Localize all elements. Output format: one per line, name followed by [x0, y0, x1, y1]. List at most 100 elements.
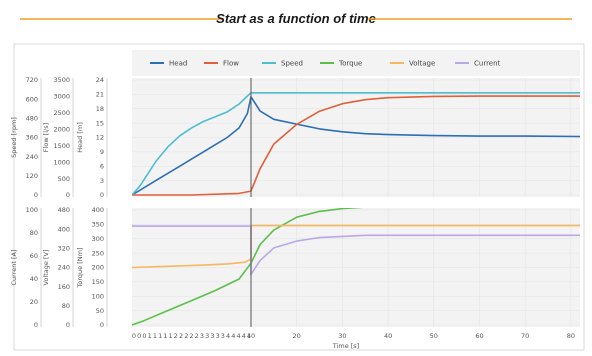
y-tick-label: 2000 [53, 125, 70, 133]
x-tick-label-startup: 4 [247, 332, 251, 340]
x-tick-label-startup: 3 [210, 332, 214, 340]
x-tick-label-startup: 4 [242, 332, 246, 340]
y-tick-label: 50 [96, 307, 104, 315]
y-tick-label: 100 [92, 292, 104, 300]
series-line-torque [132, 208, 364, 326]
series-line-speed [132, 92, 580, 196]
legend-label-torque: Torque [338, 60, 362, 68]
y-axis-torque: Torque [Nm] 400 350 300 250 200 150 100 50 0 [76, 206, 108, 329]
x-axis-label: Time [s] [332, 342, 359, 350]
y-axis-current: Current [A] 100 80 60 40 20 0 [10, 206, 42, 329]
y-tick-label: 60 [30, 252, 38, 260]
y-tick-label: 0 [100, 321, 104, 329]
chart-title: Start as a function of time [216, 11, 376, 26]
x-tick-label-startup: 4 [236, 332, 240, 340]
legend-label-voltage: Voltage [409, 60, 435, 68]
legend: Head Flow Speed Torque Voltage Current [150, 60, 501, 68]
y-tick-label: 0 [66, 191, 70, 199]
y-tick-label: 40 [30, 275, 38, 283]
x-axis: 0 0 0 1 1 1 1 1 2 2 2 2 2 3 3 3 3 3 4 4 4 4 410 20 30 40 50 60 70 80 [132, 332, 575, 340]
y-tick-label: 300 [92, 235, 104, 243]
legend-label-speed: Speed [281, 60, 303, 68]
x-tick-label: 40 [384, 332, 392, 340]
y-tick-label: 3000 [53, 93, 70, 101]
y-tick-label: 240 [26, 153, 38, 161]
x-tick-label-startup: 1 [158, 332, 162, 340]
y-axis-head: Head [m] 24 21 18 15 12 9 6 3 0 [76, 76, 108, 199]
y-tick-label: 350 [92, 221, 104, 229]
y-axis-label-voltage: Voltage [V] [42, 250, 50, 286]
y-tick-label: 21 [96, 91, 104, 99]
y-tick-label: 200 [92, 264, 104, 272]
y-axis-speed: Speed [rpm] 720 600 480 360 240 120 0 [10, 76, 42, 199]
x-tick-label-startup: 0 [142, 332, 146, 340]
x-tick-label-startup: 2 [195, 332, 199, 340]
x-tick-label-startup: 1 [148, 332, 152, 340]
x-tick-label: 70 [521, 332, 529, 340]
x-tick-label-startup: 0 [132, 332, 136, 340]
x-tick-label-startup: 3 [221, 332, 225, 340]
x-tick-label: 10 [247, 332, 255, 340]
y-tick-label: 1000 [53, 158, 70, 166]
gridlines [132, 78, 580, 327]
x-tick-label-startup: 2 [184, 332, 188, 340]
y-tick-label: 360 [26, 134, 38, 142]
y-tick-label: 720 [26, 76, 38, 84]
y-tick-label: 9 [100, 148, 104, 156]
x-tick-label: 30 [338, 332, 346, 340]
x-tick-label-startup: 1 [169, 332, 173, 340]
x-tick-label-startup: 3 [200, 332, 204, 340]
y-tick-label: 500 [58, 175, 70, 183]
y-tick-label: 0 [100, 191, 104, 199]
y-axis-label-head: Head [m] [76, 122, 84, 152]
y-tick-label: 12 [96, 134, 104, 142]
y-tick-label: 20 [30, 298, 38, 306]
y-tick-label: 400 [58, 225, 70, 233]
x-tick-label: 60 [475, 332, 483, 340]
y-tick-label: 600 [26, 95, 38, 103]
y-tick-label: 480 [26, 115, 38, 123]
x-tick-label: 20 [293, 332, 301, 340]
y-tick-label: 1500 [53, 142, 70, 150]
y-tick-label: 120 [26, 172, 38, 180]
y-tick-label: 150 [92, 278, 104, 286]
y-tick-label: 2500 [53, 109, 70, 117]
y-tick-label: 100 [26, 206, 38, 214]
legend-label-head: Head [169, 60, 187, 68]
y-tick-label: 160 [58, 283, 70, 291]
y-tick-label: 15 [96, 119, 104, 127]
y-tick-label: 0 [66, 321, 70, 329]
x-tick-label-startup: 2 [179, 332, 183, 340]
y-axis-label-current: Current [A] [10, 250, 18, 286]
x-tick-label-startup: 4 [226, 332, 230, 340]
x-tick-label-startup: 2 [189, 332, 193, 340]
y-axis-label-flow: Flow [l/s] [42, 123, 50, 152]
y-tick-label: 80 [62, 302, 70, 310]
x-tick-label-startup: 1 [153, 332, 157, 340]
y-axis-flow: Flow [l/s] 3500 3000 2500 2000 1500 1000 500 0 [42, 76, 74, 199]
y-tick-label: 250 [92, 249, 104, 257]
y-tick-label: 480 [58, 206, 70, 214]
x-tick-label-startup: 1 [163, 332, 167, 340]
y-tick-label: 320 [58, 245, 70, 253]
x-tick-label-startup: 2 [174, 332, 178, 340]
x-tick-label: 80 [567, 332, 575, 340]
x-tick-label-startup: 4 [231, 332, 235, 340]
legend-label-current: Current [474, 60, 501, 68]
legend-label-flow: Flow [223, 60, 239, 68]
y-tick-label: 0 [34, 191, 38, 199]
y-tick-label: 3 [100, 177, 104, 185]
series-line-flow [132, 95, 580, 196]
x-tick-label: 50 [430, 332, 438, 340]
y-axis-label-torque: Torque [Nm] [76, 248, 84, 289]
x-tick-label-startup: 0 [137, 332, 141, 340]
y-tick-label: 80 [30, 229, 38, 237]
y-tick-label: 3500 [53, 76, 70, 84]
y-tick-label: 24 [96, 76, 104, 84]
y-tick-label: 400 [92, 206, 104, 214]
y-tick-label: 6 [100, 162, 104, 170]
y-tick-label: 240 [58, 264, 70, 272]
